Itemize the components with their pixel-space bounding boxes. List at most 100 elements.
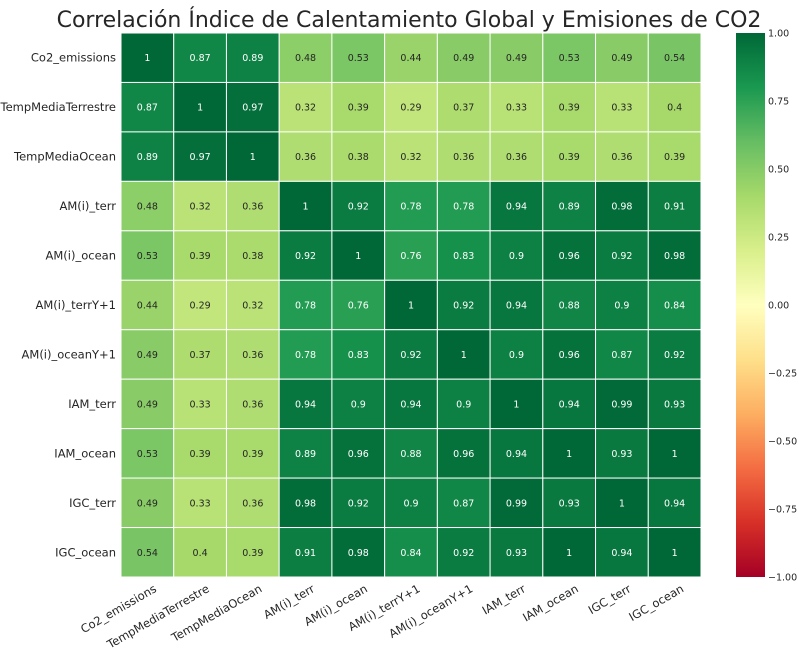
row-label: AM(i)_terr [59, 199, 116, 213]
colorbar-tick-label: 1.00 [768, 29, 789, 40]
cell-value-label: 1 [250, 152, 256, 163]
cell-value-label: 0.33 [611, 103, 632, 114]
cell-value-label: 0.38 [242, 251, 263, 262]
cell-value-label: 1 [566, 449, 572, 460]
cell-value-label: 0.53 [137, 449, 158, 460]
cell-value-label: 0.98 [664, 251, 685, 262]
cell-value-label: 0.89 [559, 202, 580, 213]
heatmap-cell [173, 527, 227, 578]
cell-value-label: 0.36 [242, 350, 263, 361]
cell-value-label: 0.9 [509, 251, 524, 262]
cell-value-label: 0.94 [295, 399, 316, 410]
colorbar-tick-label: 0.50 [768, 165, 789, 176]
heatmap-cell [120, 527, 175, 578]
heatmap-cell [331, 527, 386, 578]
cell-value-label: 0.89 [295, 449, 316, 460]
cell-value-label: 0.83 [453, 251, 474, 262]
cell-value-label: 0.94 [664, 498, 685, 509]
cell-value-label: 0.78 [295, 301, 316, 312]
cell-value-label: 0.33 [190, 399, 211, 410]
cell-value-label: 0.93 [664, 399, 685, 410]
cell-value-label: 0.32 [400, 152, 421, 163]
cell-value-label: 0.48 [137, 202, 158, 213]
heatmap-cell [436, 81, 491, 133]
cell-value-label: 0.54 [664, 53, 685, 64]
colorbar-tick-label: −0.75 [768, 505, 797, 516]
heatmap-cell [489, 527, 544, 578]
heatmap-cell [278, 378, 333, 430]
colorbar-tick-label: 0.25 [768, 233, 789, 244]
cell-value-label: 1 [461, 350, 467, 361]
heatmap-cell [384, 329, 438, 380]
cell-value-label: 0.92 [453, 301, 474, 312]
cell-value-label: 1 [355, 251, 361, 262]
heatmap-cell [542, 131, 597, 182]
cell-value-label: 0.91 [295, 548, 316, 559]
colorbar-tick-label: 0.75 [768, 97, 789, 108]
heatmap-cell [647, 230, 702, 281]
cell-value-label: 0.92 [295, 251, 316, 262]
cell-value-label: 0.84 [664, 301, 685, 312]
heatmap-cell [173, 378, 227, 430]
cell-value-label: 0.49 [137, 399, 158, 410]
heatmap-cell [384, 180, 438, 232]
cell-value-label: 0.53 [559, 53, 580, 64]
cell-value-label: 0.78 [400, 202, 421, 213]
cell-value-label: 0.93 [506, 548, 527, 559]
cell-value-label: 0.29 [400, 103, 421, 114]
heatmap-cell [225, 32, 280, 83]
cell-value-label: 0.88 [559, 301, 580, 312]
cell-value-label: 0.53 [348, 53, 369, 64]
cell-value-label: 0.96 [559, 251, 580, 262]
row-label: IAM_terr [68, 397, 116, 411]
cell-value-label: 0.44 [400, 53, 421, 64]
row-label: IGC_ocean [55, 545, 116, 559]
row-label: AM(i)_ocean [46, 249, 116, 263]
cell-value-label: 0.39 [348, 103, 369, 114]
row-labels: Co2_emissions TempMediaTerrestre TempMedia… [0, 51, 116, 560]
cell-value-label: 0.4 [667, 103, 682, 114]
heatmap-cell [384, 378, 438, 430]
cell-value-label: 1 [672, 548, 678, 559]
heatmap-cell [384, 81, 438, 133]
heatmap-cell [331, 477, 386, 529]
heatmap-cell [647, 81, 702, 133]
column-labels: Co2_emissionsTempMediaTerrestreTempMedia… [78, 581, 686, 650]
cell-value-label: 0.36 [611, 152, 632, 163]
heatmap-cell [542, 81, 597, 133]
heatmap-cell [436, 378, 491, 430]
cell-value-label: 0.89 [242, 53, 263, 64]
cell-value-label: 0.32 [242, 301, 263, 312]
cell-value-label: 0.87 [137, 103, 158, 114]
heatmap-cell [647, 477, 702, 529]
cell-value-label: 0.94 [559, 399, 580, 410]
heatmap-cell [225, 230, 280, 281]
row-label: IGC_terr [69, 496, 116, 510]
cell-value-label: 0.96 [348, 449, 369, 460]
cell-value-label: 0.9 [403, 498, 418, 509]
heatmap-cell [542, 230, 597, 281]
heatmap-cell [384, 32, 438, 83]
heatmap-cell [595, 81, 649, 133]
cell-value-label: 0.36 [242, 399, 263, 410]
heatmap-cell [120, 378, 175, 430]
colorbar-tick-label: −0.50 [768, 437, 797, 448]
cell-value-label: 0.38 [348, 152, 369, 163]
colorbar-ticks: 1.00 0.75 0.50 0.25 0.00 −0.25 −0.50 −0.75 −1.00 [768, 29, 797, 584]
cell-value-label: 0.39 [190, 449, 211, 460]
cell-value-label: 1 [672, 449, 678, 460]
row-label: Co2_emissions [31, 51, 116, 65]
cell-value-label: 0.39 [559, 103, 580, 114]
heatmap-cell [595, 428, 649, 479]
heatmap-cell [331, 230, 386, 281]
column-label: IAM_ocean [520, 581, 580, 624]
heatmap-cell [278, 279, 333, 331]
column-label: TempMediaOcean [168, 581, 264, 645]
heatmap-cell [436, 131, 491, 182]
colorbar-tick-label: −0.25 [768, 369, 797, 380]
row-label: TempMediaTerrestre [0, 100, 116, 114]
cell-value-label: 0.48 [295, 53, 316, 64]
colorbar-tick-label: −1.00 [768, 573, 797, 584]
heatmap-cell [647, 428, 702, 479]
cell-value-label: 0.83 [348, 350, 369, 361]
